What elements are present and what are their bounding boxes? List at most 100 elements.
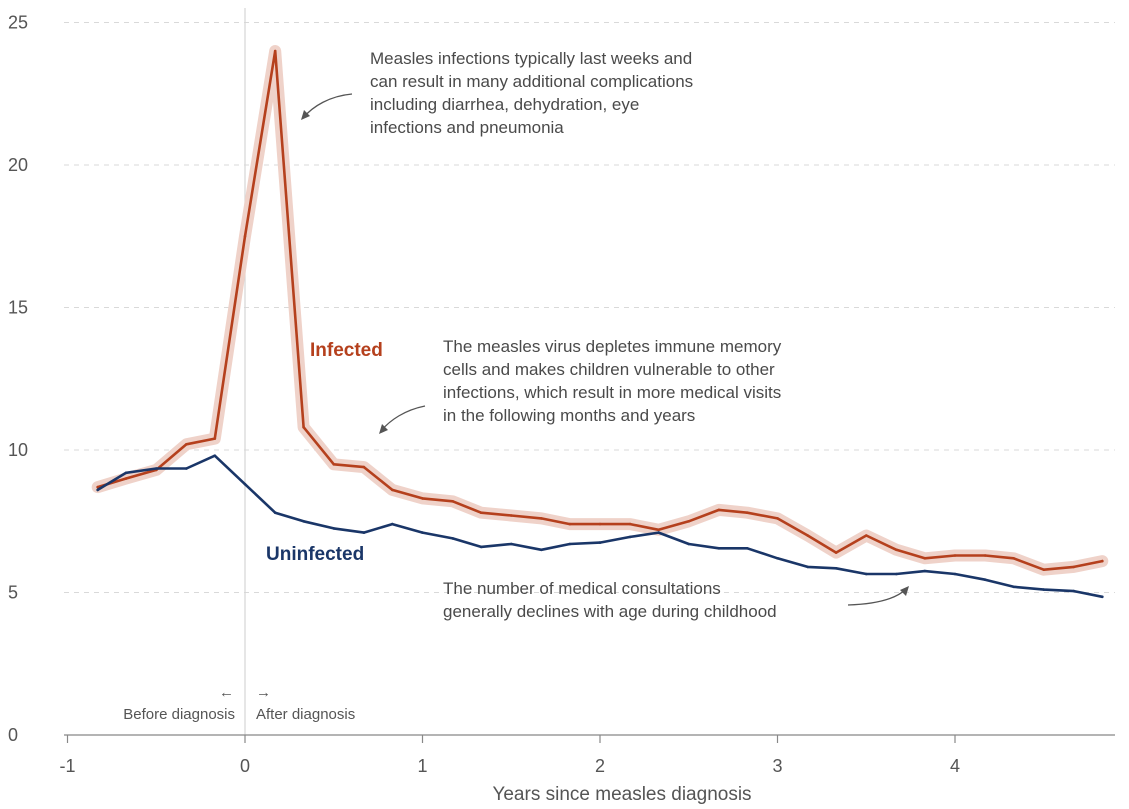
series-label-infected: Infected bbox=[310, 340, 383, 361]
annotation-depletion-line-1: The measles virus depletes immune memory bbox=[443, 337, 782, 356]
point-infected-11 bbox=[421, 497, 424, 500]
point-uninfected-24 bbox=[806, 565, 809, 569]
point-infected-28 bbox=[923, 557, 927, 560]
point-uninfected-16 bbox=[568, 542, 572, 546]
point-uninfected-11 bbox=[421, 531, 424, 534]
point-uninfected-17 bbox=[598, 541, 602, 544]
x-axis: -1 0 1 2 3 4 Years since measles diagnosis bbox=[59, 734, 1115, 805]
annotation-peak-line-3: including diarrhea, dehydration, eye bbox=[370, 95, 639, 114]
y-tick-label-3: 15 bbox=[8, 298, 28, 318]
point-uninfected-30 bbox=[983, 578, 987, 581]
y-tick-label-0: 0 bbox=[8, 725, 18, 745]
point-infected-21 bbox=[717, 508, 721, 512]
point-infected-25 bbox=[834, 551, 838, 554]
point-infected-19 bbox=[657, 528, 660, 532]
annotation-depletion-line-2: cells and makes children vulnerable to o… bbox=[443, 360, 775, 379]
y-tick-label-1: 5 bbox=[8, 583, 18, 603]
point-infected-4 bbox=[213, 437, 217, 440]
point-uninfected-12 bbox=[451, 537, 455, 540]
point-uninfected-22 bbox=[746, 547, 749, 550]
point-infected-17 bbox=[598, 522, 602, 526]
point-uninfected-18 bbox=[628, 535, 632, 539]
point-uninfected-4 bbox=[213, 454, 217, 458]
point-infected-27 bbox=[895, 548, 898, 552]
point-uninfected-20 bbox=[687, 542, 691, 546]
point-uninfected-32 bbox=[1042, 588, 1046, 591]
point-uninfected-3 bbox=[185, 467, 188, 470]
point-infected-24 bbox=[806, 534, 809, 537]
annotation-decline-line-2: generally declines with age during child… bbox=[443, 602, 777, 621]
point-infected-15 bbox=[540, 517, 543, 520]
annotation-depletion-line-4: in the following months and years bbox=[443, 406, 695, 425]
point-infected-8 bbox=[332, 463, 336, 466]
point-uninfected-33 bbox=[1072, 589, 1076, 593]
band-infected bbox=[91, 45, 1109, 576]
point-infected-10 bbox=[391, 488, 394, 492]
point-uninfected-1 bbox=[124, 471, 128, 475]
point-uninfected-7 bbox=[302, 520, 305, 523]
point-infected-13 bbox=[479, 511, 483, 514]
series-lines bbox=[96, 49, 1104, 599]
point-infected-22 bbox=[746, 511, 749, 514]
x-tick-label-0: -1 bbox=[59, 756, 75, 776]
point-infected-32 bbox=[1042, 568, 1046, 571]
y-tick-label-2: 10 bbox=[8, 440, 28, 460]
before-diagnosis-arrow: ← bbox=[219, 684, 234, 701]
x-tick-label-3: 2 bbox=[595, 756, 605, 776]
annotation-peak-arrowhead bbox=[301, 110, 310, 120]
after-diagnosis-label: After diagnosis bbox=[256, 706, 355, 723]
annotation-depletion: The measles virus depletes immune memory… bbox=[379, 337, 782, 434]
annotation-depletion-arrowhead bbox=[379, 424, 388, 434]
point-infected-31 bbox=[1012, 557, 1015, 560]
point-infected-9 bbox=[362, 465, 366, 469]
point-uninfected-29 bbox=[953, 572, 957, 576]
point-uninfected-6 bbox=[273, 511, 277, 514]
annotation-peak-line-4: infections and pneumonia bbox=[370, 118, 564, 137]
point-uninfected-9 bbox=[362, 531, 366, 534]
point-uninfected-25 bbox=[834, 567, 838, 570]
annotation-depletion-arrow bbox=[380, 405, 426, 432]
point-uninfected-15 bbox=[540, 548, 543, 552]
point-infected-20 bbox=[687, 520, 691, 523]
annotation-decline-line-1: The number of medical consultations bbox=[443, 579, 721, 598]
point-uninfected-34 bbox=[1101, 595, 1104, 599]
point-infected-14 bbox=[510, 514, 513, 517]
diagnosis-markers: ← → Before diagnosis After diagnosis bbox=[123, 684, 355, 723]
series-label-uninfected: Uninfected bbox=[266, 544, 364, 565]
point-infected-16 bbox=[568, 522, 572, 526]
point-infected-1 bbox=[124, 477, 128, 480]
point-uninfected-14 bbox=[510, 542, 513, 546]
point-infected-29 bbox=[953, 554, 957, 557]
point-infected-3 bbox=[185, 443, 188, 446]
point-infected-34 bbox=[1101, 559, 1104, 563]
annotation-decline-arrow bbox=[847, 588, 907, 606]
annotation-decline: The number of medical consultations gene… bbox=[443, 579, 909, 621]
annotation-peak-arrow bbox=[302, 93, 353, 119]
x-axis-tick-labels: -1 0 1 2 3 4 bbox=[59, 756, 960, 776]
point-uninfected-8 bbox=[332, 527, 336, 530]
x-tick-label-1: 0 bbox=[240, 756, 250, 776]
point-uninfected-19 bbox=[657, 531, 660, 534]
point-infected-6 bbox=[273, 49, 277, 53]
point-infected-18 bbox=[628, 522, 632, 526]
x-tick-label-5: 4 bbox=[950, 756, 960, 776]
x-axis-label: Years since measles diagnosis bbox=[492, 784, 751, 805]
point-uninfected-21 bbox=[717, 547, 721, 550]
annotation-peak-line-1: Measles infections typically last weeks … bbox=[370, 49, 692, 68]
line-infected bbox=[96, 49, 1104, 572]
point-infected-26 bbox=[865, 534, 868, 537]
point-uninfected-26 bbox=[865, 572, 868, 576]
confidence-bands bbox=[91, 45, 1109, 576]
x-axis-tick-marks bbox=[66, 735, 956, 743]
y-tick-label-5: 25 bbox=[8, 13, 28, 33]
point-uninfected-28 bbox=[923, 569, 927, 573]
x-tick-label-4: 3 bbox=[772, 756, 782, 776]
point-infected-33 bbox=[1072, 565, 1076, 569]
point-uninfected-10 bbox=[391, 522, 394, 526]
point-infected-5 bbox=[243, 235, 247, 238]
after-diagnosis-arrow: → bbox=[256, 684, 271, 701]
point-infected-30 bbox=[983, 554, 987, 557]
point-uninfected-23 bbox=[776, 557, 779, 560]
point-uninfected-31 bbox=[1012, 585, 1015, 589]
